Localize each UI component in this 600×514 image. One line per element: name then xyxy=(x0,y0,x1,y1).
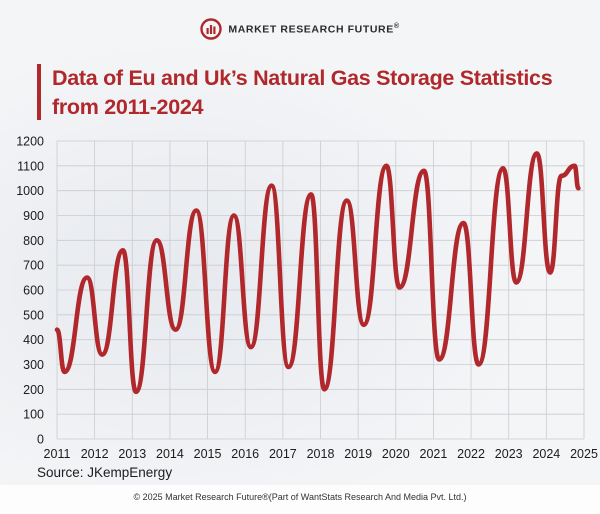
y-tick-label-0: 0 xyxy=(37,433,44,447)
y-tick-label-1200: 1200 xyxy=(16,135,44,149)
source-note: Source: JKempEnergy xyxy=(37,465,173,480)
y-tick-label-700: 700 xyxy=(23,259,44,273)
x-tick-label-2015: 2015 xyxy=(194,447,222,461)
x-tick-label-2023: 2023 xyxy=(495,447,523,461)
x-tick-label-2019: 2019 xyxy=(344,447,372,461)
copyright-note: © 2025 Market Research Future®(Part of W… xyxy=(133,492,467,502)
y-tick-label-100: 100 xyxy=(23,408,44,422)
brand-logo-icon xyxy=(200,18,223,40)
y-tick-label-1100: 1100 xyxy=(17,159,44,173)
chart-title: Data of Eu and Uk’s Natural Gas Storage … xyxy=(52,66,553,119)
chart-tick-labels: 0 100 200 300 400 500 600 700 800 900 1000 1100 1200… xyxy=(16,135,598,462)
title-accent-bar xyxy=(37,64,41,120)
x-tick-label-2011: 2011 xyxy=(44,447,71,461)
x-tick-label-2024: 2024 xyxy=(532,447,560,461)
footer-bar xyxy=(0,485,600,514)
y-tick-label-900: 900 xyxy=(23,209,44,223)
x-tick-label-2020: 2020 xyxy=(382,447,410,461)
y-tick-label-300: 300 xyxy=(23,358,44,372)
y-tick-label-200: 200 xyxy=(23,383,44,397)
x-tick-label-2025: 2025 xyxy=(570,447,598,461)
y-tick-label-800: 800 xyxy=(23,234,44,248)
x-tick-label-2021: 2021 xyxy=(420,447,448,461)
series-line-natural-gas-storage xyxy=(54,151,581,395)
x-tick-label-2016: 2016 xyxy=(231,447,259,461)
brand-name: MARKET RESEARCH FUTURE® xyxy=(228,22,400,36)
x-tick-label-2014: 2014 xyxy=(156,447,184,461)
x-tick-label-2013: 2013 xyxy=(118,447,146,461)
y-tick-label-500: 500 xyxy=(23,308,44,322)
y-tick-label-1000: 1000 xyxy=(16,184,44,198)
x-tick-label-2017: 2017 xyxy=(269,447,297,461)
brand-header: MARKET RESEARCH FUTURE® xyxy=(0,18,600,40)
y-tick-label-600: 600 xyxy=(23,284,44,298)
x-tick-label-2018: 2018 xyxy=(307,447,335,461)
y-tick-label-400: 400 xyxy=(23,333,44,347)
x-tick-label-2022: 2022 xyxy=(457,447,485,461)
x-tick-label-2012: 2012 xyxy=(81,447,109,461)
